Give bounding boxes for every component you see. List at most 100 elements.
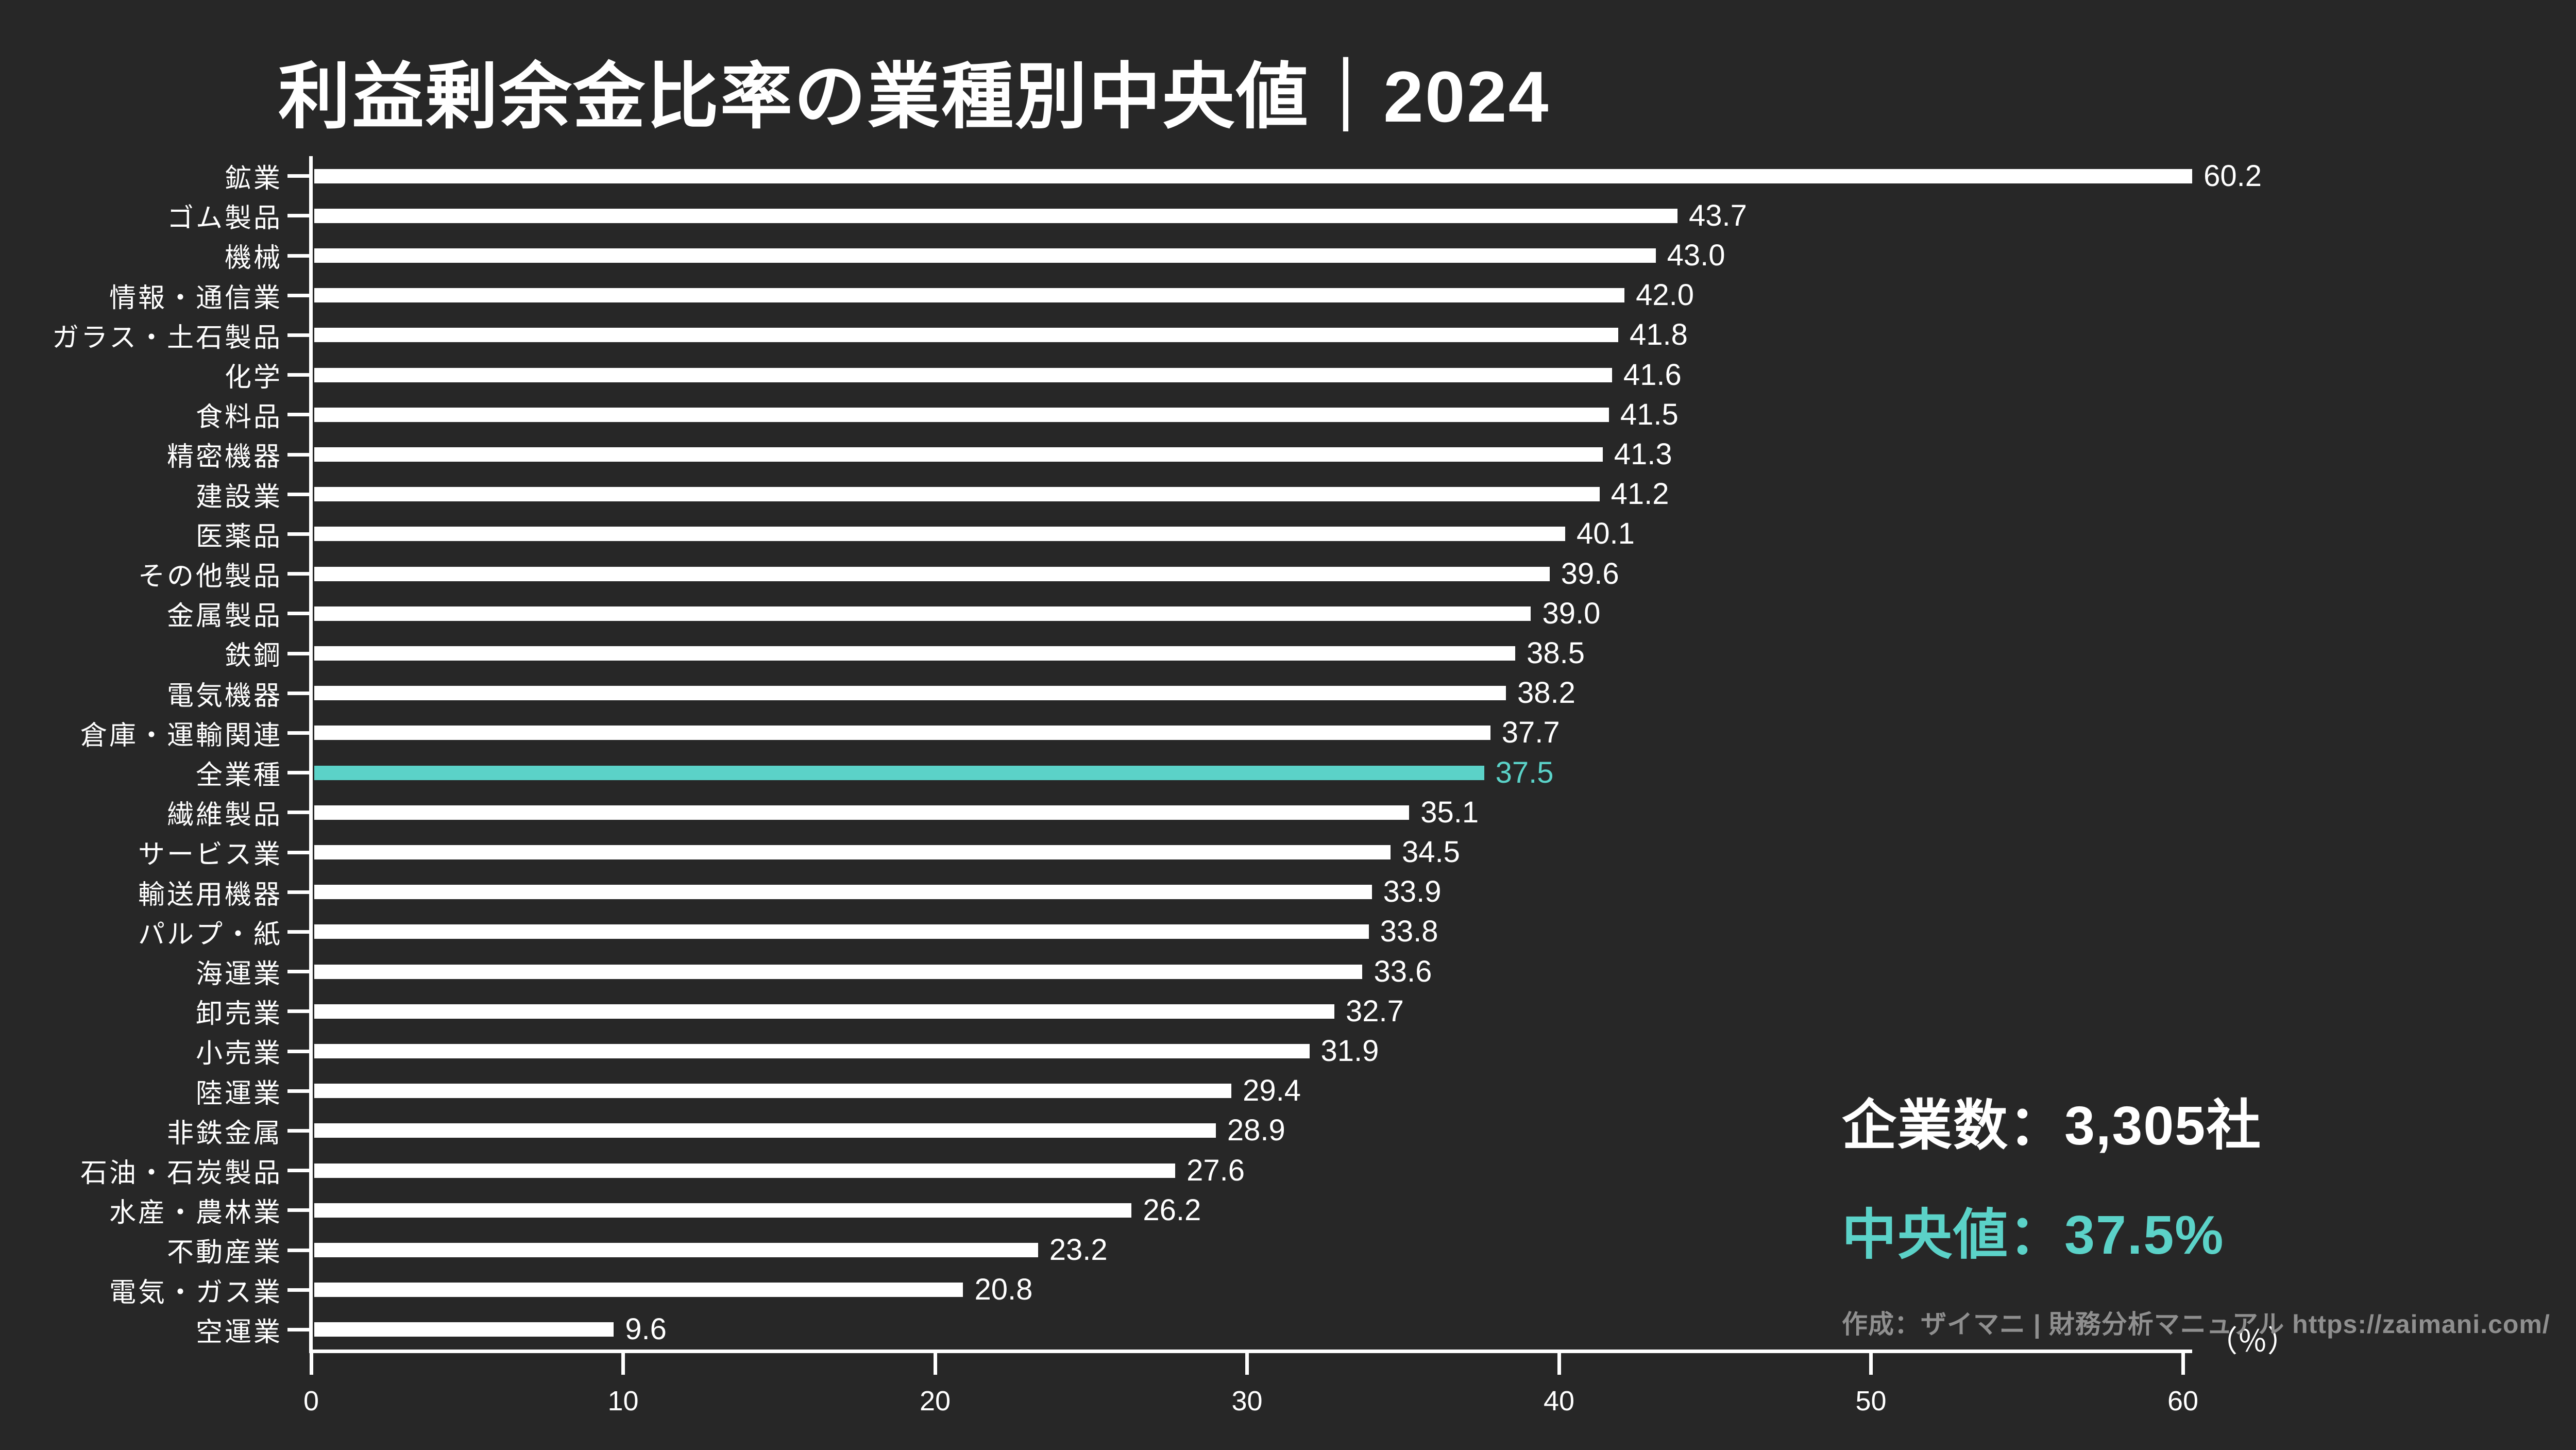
y-axis-tick — [287, 771, 309, 775]
category-label: 石油・石炭製品 — [80, 1158, 282, 1189]
bar — [314, 527, 1566, 542]
y-axis-tick — [287, 691, 309, 695]
category-label: その他製品 — [138, 562, 282, 592]
bar — [314, 1322, 614, 1337]
y-axis-tick — [287, 492, 309, 496]
value-label: 43.0 — [1667, 239, 1725, 272]
value-label: 29.4 — [1243, 1074, 1301, 1108]
y-axis-tick — [287, 532, 309, 536]
value-label: 41.3 — [1614, 437, 1672, 471]
category-label: 全業種 — [195, 761, 282, 791]
category-label: 水産・農林業 — [109, 1198, 282, 1228]
x-axis-tick — [933, 1353, 937, 1375]
category-label: 非鉄金属 — [166, 1118, 282, 1149]
bar — [314, 1004, 1334, 1019]
y-axis-tick — [287, 1049, 309, 1053]
bar — [314, 487, 1600, 502]
bar — [314, 566, 1550, 581]
stats-annotation: 企業数：3,305社 中央値：37.5% 作成：ザイマニ | 財務分析マニュアル… — [1842, 1081, 2550, 1341]
credit-line: 作成：ザイマニ | 財務分析マニュアル https://zaimani.com/ — [1842, 1310, 2550, 1339]
bar — [314, 924, 1369, 939]
value-label: 41.8 — [1629, 318, 1688, 352]
bar — [314, 328, 1618, 343]
value-label: 40.1 — [1577, 517, 1635, 551]
y-axis-tick — [287, 254, 309, 258]
bar — [314, 367, 1612, 382]
bar — [314, 1044, 1310, 1058]
value-label: 20.8 — [974, 1273, 1033, 1307]
value-label: 32.7 — [1345, 994, 1404, 1028]
category-label: 輸送用機器 — [138, 880, 282, 910]
category-label: ガラス・土石製品 — [52, 323, 282, 353]
bar — [314, 885, 1372, 900]
bar — [314, 1283, 963, 1297]
category-label: 機械 — [224, 243, 282, 274]
category-label: 医薬品 — [195, 521, 282, 552]
y-axis-tick — [287, 930, 309, 934]
median-value-label: 中央値：37.5% — [1842, 1205, 2225, 1266]
y-axis-tick — [287, 413, 309, 417]
category-label: 電気・ガス業 — [109, 1277, 282, 1308]
x-axis-tick — [621, 1353, 625, 1375]
y-axis-tick — [287, 651, 309, 655]
category-label: 食料品 — [195, 402, 282, 433]
y-axis-tick — [287, 970, 309, 974]
category-label: 小売業 — [195, 1039, 282, 1069]
x-tick-label: 10 — [607, 1386, 639, 1417]
y-axis-line — [309, 156, 313, 1353]
value-label: 33.8 — [1380, 915, 1438, 949]
value-label: 33.6 — [1374, 954, 1432, 988]
category-label: 化学 — [224, 363, 282, 393]
y-axis-tick — [287, 174, 309, 178]
category-label: 不動産業 — [166, 1238, 282, 1268]
category-label: 倉庫・運輸関連 — [80, 720, 282, 751]
bar — [314, 964, 1363, 979]
category-label: 卸売業 — [195, 999, 282, 1030]
x-axis-line — [309, 1350, 2192, 1353]
bar — [314, 805, 1410, 820]
value-label: 43.7 — [1689, 198, 1747, 232]
value-label: 28.9 — [1227, 1114, 1285, 1148]
category-label: ゴム製品 — [166, 204, 282, 234]
x-tick-label: 0 — [303, 1386, 319, 1417]
y-axis-tick — [287, 731, 309, 735]
value-label: 31.9 — [1320, 1034, 1379, 1068]
y-axis-tick — [287, 373, 309, 377]
chart-title: 利益剰余金比率の業種別中央値｜2024 — [278, 56, 1550, 137]
value-label: 26.2 — [1143, 1193, 1201, 1227]
y-axis-tick — [287, 1288, 309, 1292]
bar — [314, 1084, 1232, 1099]
bar — [314, 447, 1603, 462]
y-axis-tick — [287, 890, 309, 894]
value-label: 35.1 — [1420, 795, 1479, 829]
bar — [314, 726, 1490, 740]
x-tick-label: 30 — [1231, 1386, 1263, 1417]
value-label: 41.6 — [1623, 358, 1682, 392]
bar — [314, 248, 1656, 263]
x-axis-unit-label: （％） — [2208, 1325, 2298, 1358]
y-axis-tick — [287, 1009, 309, 1014]
bar — [314, 407, 1609, 422]
x-axis-tick — [1557, 1353, 1561, 1375]
x-tick-label: 60 — [2167, 1386, 2199, 1417]
bar — [314, 1123, 1216, 1138]
x-axis-tick — [1869, 1353, 1873, 1375]
category-label: 海運業 — [195, 959, 282, 990]
value-label: 9.6 — [625, 1312, 667, 1346]
bar — [314, 168, 2193, 183]
category-label: 鉱業 — [224, 164, 282, 194]
category-label: 陸運業 — [195, 1078, 282, 1109]
x-tick-label: 40 — [1543, 1386, 1575, 1417]
category-label: 鉄鋼 — [224, 641, 282, 671]
value-label: 27.6 — [1187, 1153, 1245, 1187]
y-axis-tick — [287, 1128, 309, 1133]
x-axis-tick — [309, 1353, 313, 1375]
value-label: 23.2 — [1049, 1233, 1108, 1267]
category-label: パルプ・紙 — [138, 919, 282, 950]
bar — [314, 1203, 1132, 1218]
bar — [314, 646, 1516, 661]
x-tick-label: 20 — [919, 1386, 951, 1417]
category-label: 空運業 — [195, 1317, 282, 1347]
category-label: 金属製品 — [166, 601, 282, 632]
y-axis-tick — [287, 1169, 309, 1173]
